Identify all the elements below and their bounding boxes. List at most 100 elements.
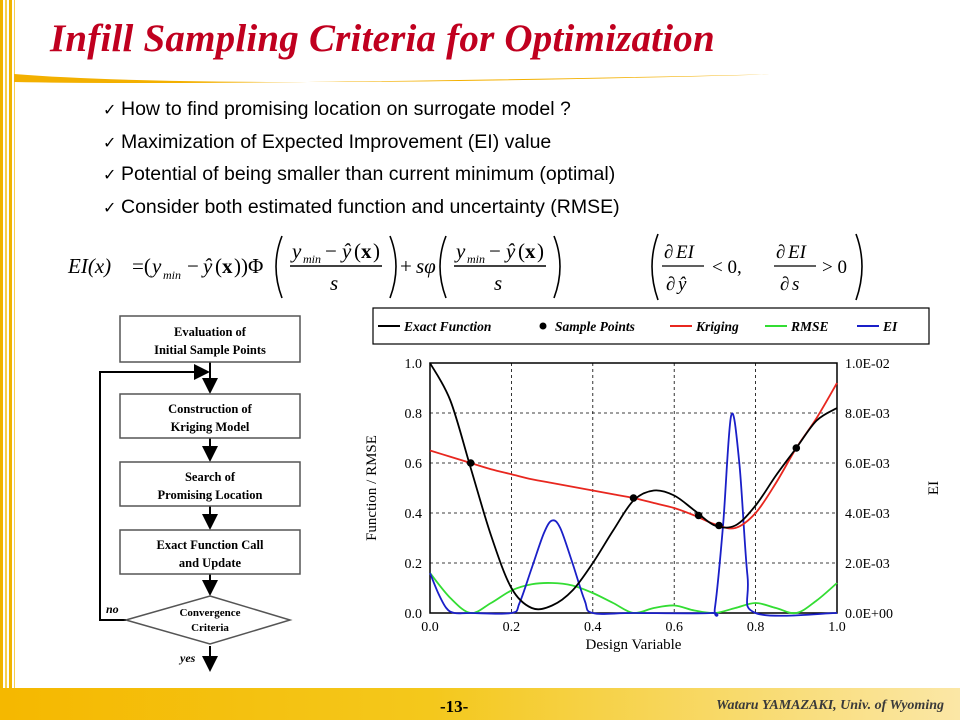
author-credit: Wataru YAMAZAKI, Univ. of Wyoming (716, 698, 944, 713)
flow-step-2-line2: Kriging Model (171, 420, 250, 434)
flow-step-4-line1: Exact Function Call (157, 538, 264, 552)
checkmark-icon: ✓ (103, 167, 117, 184)
decision-line1: Convergence (179, 607, 240, 619)
slide-title: Infill Sampling Criteria for Optimizatio… (50, 17, 715, 60)
optimization-flowchart: Evaluation of Initial Sample Points Cons… (99, 315, 301, 672)
svg-text:y: y (150, 254, 162, 278)
x-tick-label: 0.2 (503, 620, 521, 635)
y-axis-label: Function / RMSE (364, 435, 380, 541)
sample-point (715, 521, 723, 530)
plot-area (429, 362, 838, 614)
bullet-item: ✓ How to find promising location on surro… (103, 94, 620, 127)
svg-text:min: min (303, 252, 321, 266)
flow-step-1-line2: Initial Sample Points (154, 343, 266, 357)
sample-point (694, 511, 703, 520)
svg-text:(: ( (215, 254, 222, 278)
svg-text:))Φ: ))Φ (234, 254, 263, 278)
svg-text:): ) (373, 239, 380, 263)
page-number: -13- (440, 697, 469, 716)
svg-text:−: − (187, 254, 199, 278)
flow-step-3-line1: Search of (185, 470, 236, 484)
legend-label: Sample Points (555, 319, 635, 334)
y2-tick-label: 1.0E-02 (845, 357, 890, 372)
svg-text:EI: EI (675, 242, 696, 263)
checkmark-icon: ✓ (103, 199, 117, 217)
flow-step-4-line2: and Update (179, 556, 242, 570)
ei-formula: EI(x) =( y min − ŷ (x))Φ y min − ŷ(x) s + sφ… (67, 233, 863, 301)
y-tick-label: 0.8 (405, 407, 423, 422)
title-underline (14, 74, 784, 83)
bullet-item: ✓ Consider both estimated function and un… (103, 192, 620, 225)
svg-text:EI: EI (787, 242, 808, 263)
svg-text:∂: ∂ (776, 242, 785, 263)
y-tick-label: 0.0 (405, 607, 423, 622)
legend-label: RMSE (790, 319, 829, 334)
svg-text:x: x (525, 239, 536, 263)
legend-label: Exact Function (403, 319, 491, 334)
checkmark-icon: ✓ (103, 102, 117, 119)
checkmark-icon: ✓ (103, 134, 117, 152)
legend-marker (539, 322, 547, 330)
sample-point (629, 494, 638, 502)
y2-tick-label: 8.0E-03 (845, 407, 890, 422)
svg-text:s: s (494, 271, 502, 295)
x-tick-label: 0.4 (584, 620, 602, 635)
yes-label: yes (178, 651, 196, 665)
y2-tick-label: 4.0E-03 (845, 507, 890, 522)
y2-axis-label: EI (926, 481, 942, 495)
y-tick-label: 0.6 (405, 457, 423, 472)
svg-text:∂: ∂ (664, 242, 673, 263)
svg-text:< 0,: < 0, (712, 257, 742, 278)
svg-text:s: s (330, 271, 338, 295)
bullet-list: ✓ How to find promising location on surro… (103, 94, 620, 224)
svg-text:x: x (361, 239, 372, 263)
y-tick-label: 1.0 (405, 357, 423, 372)
x-tick-label: 0.6 (665, 620, 683, 635)
x-tick-label: 0.8 (747, 620, 765, 635)
x-tick-label: 0.0 (421, 620, 439, 635)
svg-text:x: x (222, 254, 233, 278)
svg-text:−: − (325, 239, 337, 263)
y2-tick-label: 0.0E+00 (845, 607, 893, 622)
svg-text:(: ( (354, 239, 361, 263)
y2-tick-label: 2.0E-03 (845, 557, 890, 572)
svg-text:s: s (792, 274, 799, 295)
svg-text:> 0: > 0 (822, 257, 847, 278)
svg-text:=(: =( (132, 254, 151, 278)
sample-point (792, 444, 801, 452)
legend-box (372, 307, 930, 345)
svg-text:+: + (400, 254, 412, 278)
svg-text:y: y (290, 239, 302, 263)
y-tick-label: 0.2 (405, 557, 423, 572)
formula-lhs: EI(x) (67, 254, 111, 278)
svg-text:min: min (467, 252, 485, 266)
svg-text:sφ: sφ (416, 254, 436, 278)
svg-text:ŷ: ŷ (340, 239, 352, 263)
bullet-item: ✓ Maximization of Expected Improvement (E… (103, 127, 620, 160)
sample-point (466, 459, 475, 467)
ei-chart: 0.0 0.2 0.4 0.6 0.8 1.00.00.20.40.60.81.00.0E… (364, 307, 942, 653)
y2-tick-label: 6.0E-03 (845, 457, 890, 472)
decision-line2: Criteria (191, 622, 229, 634)
legend-label: Kriging (695, 319, 739, 334)
svg-text:∂: ∂ (666, 274, 675, 295)
svg-text:ŷ: ŷ (201, 254, 213, 278)
svg-text:∂: ∂ (780, 274, 789, 295)
no-label: no (106, 602, 119, 616)
legend-label: EI (882, 319, 898, 334)
y-tick-label: 0.4 (405, 507, 423, 522)
footer-bar (0, 688, 960, 720)
svg-text:(: ( (518, 239, 525, 263)
x-tick-label: 1.0 (828, 620, 846, 635)
svg-text:y: y (454, 239, 466, 263)
bullet-item: ✓ Potential of being smaller than current… (103, 159, 620, 192)
series-line-ei (429, 412, 838, 617)
svg-text:ŷ: ŷ (504, 239, 516, 263)
svg-text:−: − (489, 239, 501, 263)
flow-step-3-line2: Promising Location (158, 488, 263, 502)
flow-step-1-line1: Evaluation of (174, 325, 247, 339)
x-axis-label: Design Variable (586, 637, 682, 653)
svg-text:ŷ: ŷ (676, 274, 687, 295)
svg-text:): ) (537, 239, 544, 263)
left-decorative-bars (0, 0, 16, 690)
